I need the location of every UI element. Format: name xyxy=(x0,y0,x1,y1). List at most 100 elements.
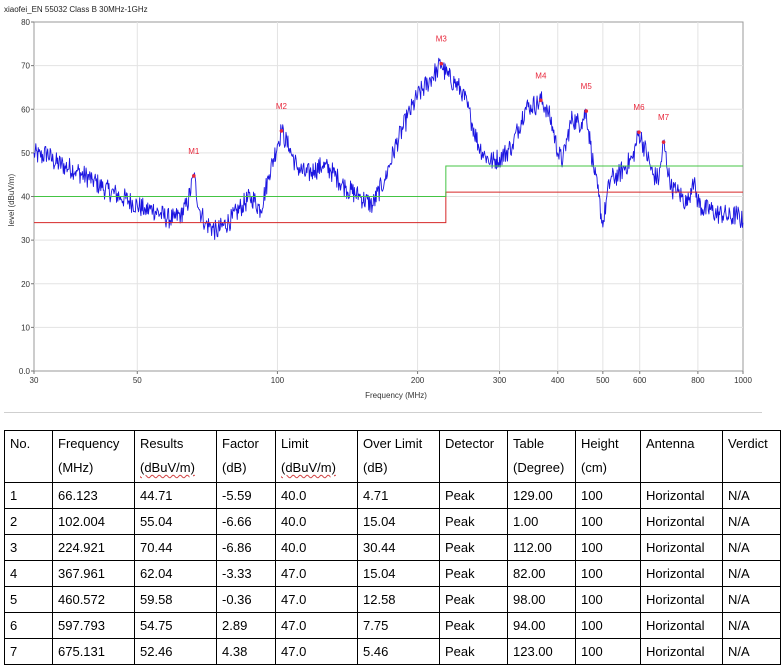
table-cell: Horizontal xyxy=(640,482,723,509)
x-tick-label: 200 xyxy=(411,376,425,385)
table-row: 1 66.123 44.71 -5.59 40.0 4.71 Peak 129.00 100 Ho… xyxy=(4,482,781,509)
table-body: 1 66.123 44.71 -5.59 40.0 4.71 Peak 129.00 100 Ho… xyxy=(4,482,781,665)
column-header: Antenna xyxy=(640,430,723,483)
x-tick-label: 50 xyxy=(133,376,142,385)
table-cell: 5.46 xyxy=(357,638,440,665)
table-cell: 6 xyxy=(4,612,53,639)
table-cell: 3 xyxy=(4,534,53,561)
column-header: Results (dBuV/m) xyxy=(134,430,217,483)
marker-point xyxy=(637,130,641,134)
column-header-unit: (MHz) xyxy=(58,460,94,475)
column-header-unit: (Degree) xyxy=(513,460,565,475)
column-header-label: Detector xyxy=(445,436,495,451)
table-cell: 100 xyxy=(575,638,641,665)
table-cell: 47.0 xyxy=(275,586,358,613)
y-tick-label: 20 xyxy=(21,280,30,289)
limit-line xyxy=(34,165,743,197)
limit-line xyxy=(34,191,743,224)
table-cell: 4.71 xyxy=(357,482,440,509)
table-cell: 100 xyxy=(575,482,641,509)
table-cell: Horizontal xyxy=(640,534,723,561)
table-cell: 224.921 xyxy=(52,534,135,561)
table-cell: 100 xyxy=(575,586,641,613)
results-table: No. Frequency (MHz) Results (dBuV/m) Factor (d… xyxy=(4,430,781,665)
table-cell: 597.793 xyxy=(52,612,135,639)
marker-label: M7 xyxy=(658,113,670,122)
y-tick-label: 60 xyxy=(21,105,30,114)
table-cell: 1.00 xyxy=(507,508,576,535)
table-cell: 44.71 xyxy=(134,482,217,509)
table-cell: 40.0 xyxy=(275,508,358,535)
table-cell: N/A xyxy=(722,586,781,613)
marker-label: M3 xyxy=(436,35,448,44)
table-cell: 100 xyxy=(575,508,641,535)
chart-svg: xiaofei_EN 55032 Class B 30MHz-1GHz 0.0 1… xyxy=(4,5,752,400)
marker-label: M6 xyxy=(633,103,645,112)
table-cell: 47.0 xyxy=(275,638,358,665)
table-row: 2 102.004 55.04 -6.66 40.0 15.04 Peak 1.00 100 Ho… xyxy=(4,508,781,535)
x-tick-label: 600 xyxy=(633,376,647,385)
y-tick-label: 70 xyxy=(21,62,30,71)
marker-point xyxy=(279,129,284,133)
y-tick-label: 10 xyxy=(21,323,30,332)
table-cell: 7.75 xyxy=(357,612,440,639)
column-header-label: Frequency xyxy=(58,436,120,451)
table-cell: 5 xyxy=(4,586,53,613)
table-cell: Peak xyxy=(439,560,508,587)
column-header-label: Results xyxy=(140,436,184,451)
column-header-label: Height xyxy=(581,436,619,451)
measurement-trace xyxy=(33,57,744,240)
table-row: 5 460.572 59.58 -0.36 47.0 12.58 Peak 98.00 100 H… xyxy=(4,586,781,613)
column-header-label: Antenna xyxy=(646,436,695,451)
table-cell: 98.00 xyxy=(507,586,576,613)
x-tick-label: 30 xyxy=(30,376,39,385)
table-cell: 70.44 xyxy=(134,534,217,561)
column-header: Verdict xyxy=(722,430,781,483)
marker-point xyxy=(539,98,543,103)
table-cell: Peak xyxy=(439,586,508,613)
y-axis-title: level (dBuV/m) xyxy=(7,173,16,226)
table-cell: 47.0 xyxy=(275,560,358,587)
table-cell: Peak xyxy=(439,638,508,665)
table-cell: Peak xyxy=(439,482,508,509)
table-cell: Horizontal xyxy=(640,508,723,535)
table-header-row: No. Frequency (MHz) Results (dBuV/m) Factor (d… xyxy=(4,430,781,483)
table-cell: 7 xyxy=(4,638,53,665)
column-header-unit: (dBuV/m) xyxy=(140,460,195,475)
table-cell: 100 xyxy=(575,612,641,639)
marker-label: M4 xyxy=(535,71,547,80)
table-cell: 52.46 xyxy=(134,638,217,665)
table-cell: Horizontal xyxy=(640,586,723,613)
marker-point xyxy=(439,61,444,66)
marker-label: M1 xyxy=(188,147,200,156)
table-row: 4 367.961 62.04 -3.33 47.0 15.04 Peak 82.00 100 H… xyxy=(4,560,781,587)
x-tick-label: 500 xyxy=(596,376,610,385)
table-cell: 40.0 xyxy=(275,482,358,509)
table-cell: Horizontal xyxy=(640,560,723,587)
x-tick-label: 800 xyxy=(691,376,705,385)
table-cell: N/A xyxy=(722,612,781,639)
table-cell: 100 xyxy=(575,560,641,587)
column-header-label: Factor xyxy=(222,436,259,451)
column-header: Table (Degree) xyxy=(507,430,576,483)
marker-point xyxy=(584,109,589,113)
table-cell: -5.59 xyxy=(216,482,276,509)
marker-point xyxy=(661,140,666,144)
table-cell: 66.123 xyxy=(52,482,135,509)
table-cell: 82.00 xyxy=(507,560,576,587)
section-divider xyxy=(4,412,762,413)
table-cell: 40.0 xyxy=(275,534,358,561)
table-cell: 102.004 xyxy=(52,508,135,535)
column-header-label: No. xyxy=(10,436,31,451)
y-tick-label: 40 xyxy=(21,193,30,202)
column-header: Height (cm) xyxy=(575,430,641,483)
series xyxy=(33,57,744,240)
table-cell: 367.961 xyxy=(52,560,135,587)
table-cell: 15.04 xyxy=(357,560,440,587)
table-cell: 460.572 xyxy=(52,586,135,613)
column-header-unit: (dB) xyxy=(363,460,388,475)
table-cell: 30.44 xyxy=(357,534,440,561)
x-tick-label: 1000 xyxy=(734,376,752,385)
column-header: Factor (dB) xyxy=(216,430,276,483)
table-cell: 59.58 xyxy=(134,586,217,613)
